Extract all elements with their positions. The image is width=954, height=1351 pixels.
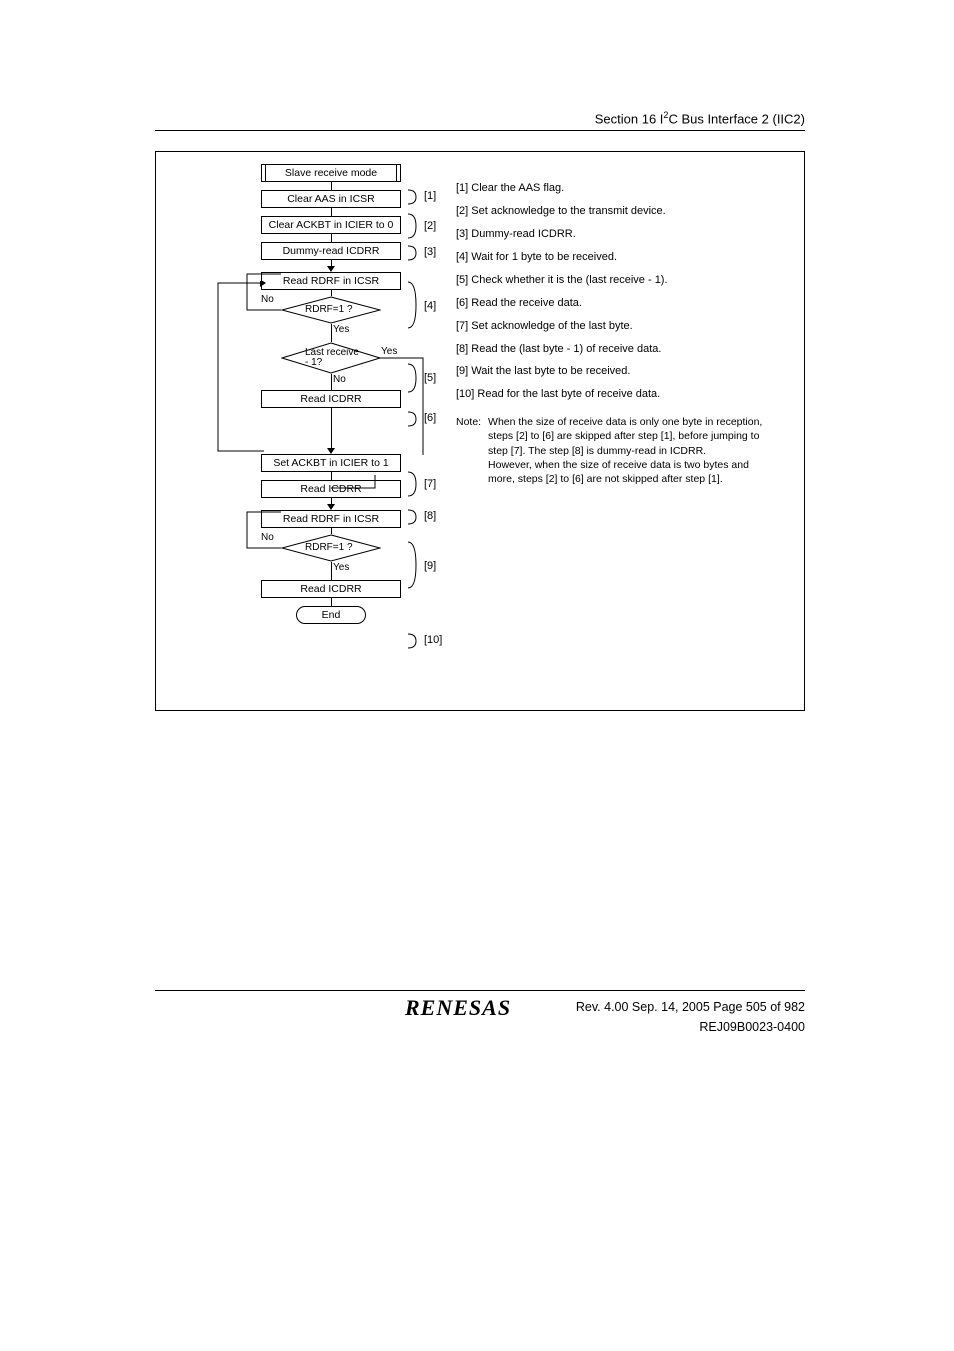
note-7: [7] Set acknowledge of the last byte. — [456, 316, 796, 337]
bracket-icon — [406, 410, 420, 428]
big-loop-line — [216, 281, 266, 453]
note-2: [2] Set acknowledge to the transmit devi… — [456, 201, 796, 222]
no-label-5: No — [333, 374, 346, 385]
connector — [331, 414, 332, 448]
section-text-1: Section 16 I — [595, 111, 664, 126]
step-ref-4: [4] — [424, 300, 436, 312]
note-label: Note: — [456, 416, 481, 428]
diamond-label-5: Last receive- 1? — [305, 348, 359, 368]
arrowhead-icon — [327, 448, 335, 454]
bracket-icon — [406, 362, 420, 394]
section-text-2: C Bus Interface 2 (IIC2) — [668, 111, 805, 126]
connector — [331, 324, 332, 342]
flow-column: Slave receive mode Clear AAS in ICSR Cle… — [226, 164, 436, 624]
step-ref-5: [5] — [424, 372, 436, 384]
bracket-icon — [406, 212, 420, 240]
section-header: Section 16 I2C Bus Interface 2 (IIC2) — [155, 110, 805, 131]
bracket-icon — [406, 244, 420, 262]
renesas-logo: RENESAS — [405, 995, 511, 1021]
connector — [331, 208, 332, 216]
start-node: Slave receive mode — [261, 164, 401, 182]
bracket-icon — [406, 632, 420, 650]
arrowhead-icon — [327, 266, 335, 272]
connector — [331, 562, 332, 580]
yes-label-9: Yes — [333, 562, 349, 573]
step-ref-6: [6] — [424, 412, 436, 424]
bracket-icon — [406, 508, 420, 526]
note-1: [1] Clear the AAS flag. — [456, 178, 796, 199]
diamond-label-9: RDRF=1 ? — [305, 542, 353, 553]
arrowhead-icon — [327, 504, 335, 510]
note-8: [8] Read the (last byte - 1) of receive … — [456, 339, 796, 360]
connector — [331, 234, 332, 242]
loop-line-2 — [245, 510, 285, 550]
note-body: When the size of receive data is only on… — [488, 415, 778, 486]
note-6: [6] Read the receive data. — [456, 293, 796, 314]
connector — [331, 182, 332, 190]
step-ref-10: [10] — [424, 634, 442, 646]
step-ref-2: [2] — [424, 220, 436, 232]
step-ref-1: [1] — [424, 190, 436, 202]
end-node: End — [296, 606, 366, 624]
step-2-box: Clear ACKBT in ICIER to 0 — [261, 216, 401, 234]
yes-label-5: Yes — [381, 346, 397, 357]
note-3: [3] Dummy-read ICDRR. — [456, 224, 796, 245]
step-3-box: Dummy-read ICDRR — [261, 242, 401, 260]
diamond-label: RDRF=1 ? — [305, 304, 353, 315]
bracket-icon — [406, 280, 420, 330]
step-10-box: Read ICDRR — [261, 580, 401, 598]
page-footer: RENESAS Rev. 4.00 Sep. 14, 2005 Page 505… — [155, 990, 805, 1037]
connector — [331, 374, 332, 390]
note-9: [9] Wait the last byte to be received. — [456, 361, 796, 382]
page-content: Section 16 I2C Bus Interface 2 (IIC2) Sl… — [155, 110, 805, 711]
bracket-icon — [406, 470, 420, 498]
step-ref-8: [8] — [424, 510, 436, 522]
note-5: [5] Check whether it is the (last receiv… — [456, 270, 796, 291]
yes-label: Yes — [333, 324, 349, 335]
step-ref-7: [7] — [424, 478, 436, 490]
step-1-box: Clear AAS in ICSR — [261, 190, 401, 208]
note-block: Note: When the size of receive data is o… — [456, 415, 796, 486]
step-ref-3: [3] — [424, 246, 436, 258]
merge-line — [331, 474, 377, 492]
bracket-icon — [406, 188, 420, 206]
flowchart-container: Slave receive mode Clear AAS in ICSR Cle… — [155, 151, 805, 711]
note-10: [10] Read for the last byte of receive d… — [456, 384, 796, 405]
bracket-icon — [406, 540, 420, 590]
step-ref-9: [9] — [424, 560, 436, 572]
connector — [331, 598, 332, 606]
note-4: [4] Wait for 1 byte to be received. — [456, 247, 796, 268]
notes-column: [1] Clear the AAS flag. [2] Set acknowle… — [456, 178, 796, 486]
